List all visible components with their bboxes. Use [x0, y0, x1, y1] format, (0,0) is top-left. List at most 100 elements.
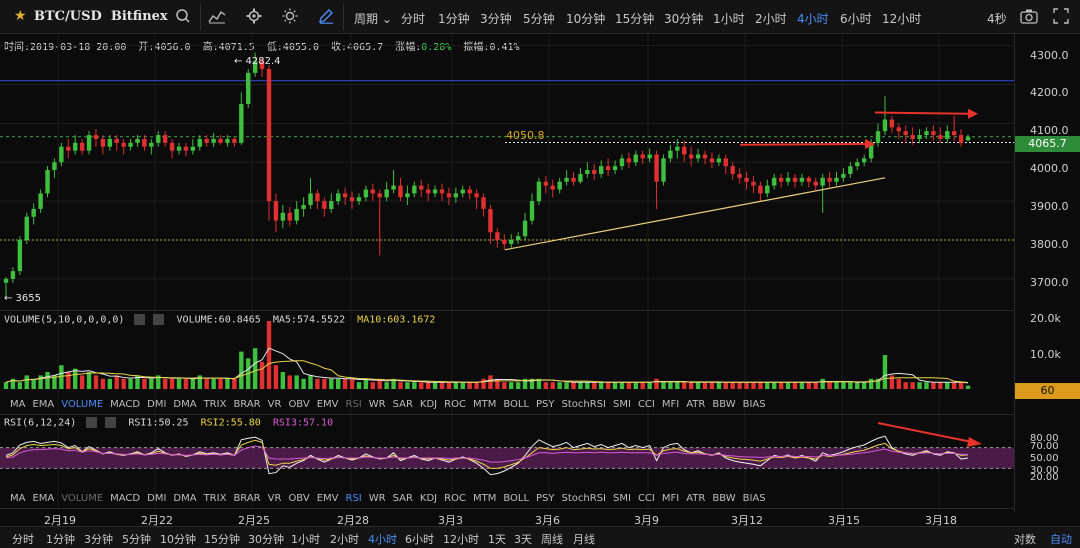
- indicator-tab-smi[interactable]: SMI: [613, 399, 631, 410]
- theme-sun-icon[interactable]: [281, 8, 299, 26]
- star-icon[interactable]: ★: [14, 8, 27, 24]
- bottom-period-1[interactable]: 1分钟: [46, 533, 75, 546]
- bottom-period-0[interactable]: 分时: [12, 533, 34, 546]
- period-3[interactable]: 5分钟: [523, 12, 555, 26]
- indicator-tab-roc[interactable]: ROC: [444, 399, 466, 410]
- indicator-tab-volume[interactable]: VOLUME: [61, 493, 104, 504]
- period-11[interactable]: 12小时: [882, 12, 922, 26]
- candle-body: [709, 158, 715, 163]
- indicator-tab-volume[interactable]: VOLUME: [61, 399, 104, 410]
- period-1[interactable]: 1分钟: [438, 12, 470, 26]
- fullscreen-icon[interactable]: [1052, 8, 1070, 26]
- indicator-tab-brar[interactable]: BRAR: [233, 493, 261, 504]
- indicator-tab-mtm[interactable]: MTM: [472, 399, 497, 410]
- indicator-tab-wr[interactable]: WR: [368, 493, 386, 504]
- draw-pen-icon[interactable]: [317, 8, 335, 26]
- indicator-tab-emv[interactable]: EMV: [316, 493, 339, 504]
- bottom-period-10[interactable]: 6小时: [405, 533, 434, 546]
- indicator-tab-wr[interactable]: WR: [368, 399, 386, 410]
- period-8[interactable]: 2小时: [755, 12, 787, 26]
- indicator-tab-atr[interactable]: ATR: [686, 399, 706, 410]
- bottom-period-14[interactable]: 周线: [541, 533, 563, 546]
- bottom-period-5[interactable]: 15分钟: [204, 533, 240, 546]
- indicator-tab-boll[interactable]: BOLL: [503, 399, 530, 410]
- indicator-tab-dma[interactable]: DMA: [173, 399, 197, 410]
- bottom-period-4[interactable]: 10分钟: [160, 533, 196, 546]
- indicator-tab-stochrsi[interactable]: StochRSI: [561, 399, 606, 410]
- period-10[interactable]: 6小时: [840, 12, 872, 26]
- indicator-tab-cci[interactable]: CCI: [637, 493, 655, 504]
- indicator-tab-bbw[interactable]: BBW: [712, 399, 736, 410]
- indicator-tab-ema[interactable]: EMA: [32, 399, 55, 410]
- candle-body: [509, 240, 514, 244]
- bottom-period-15[interactable]: 月线: [573, 533, 595, 546]
- bottom-period-11[interactable]: 12小时: [443, 533, 479, 546]
- indicator-tab-obv[interactable]: OBV: [288, 399, 310, 410]
- bottom-period-12[interactable]: 1天: [488, 533, 506, 546]
- indicator-tab-dma[interactable]: DMA: [173, 493, 197, 504]
- indicator-tab-mfi[interactable]: MFI: [661, 399, 680, 410]
- indicator-tab-trix[interactable]: TRIX: [203, 399, 227, 410]
- indicator-tab-ema[interactable]: EMA: [32, 493, 55, 504]
- settings-icon[interactable]: [86, 417, 98, 428]
- bottom-period-8[interactable]: 2小时: [330, 533, 359, 546]
- indicator-tab-ma[interactable]: MA: [10, 493, 26, 504]
- log-scale-toggle[interactable]: 对数: [1014, 533, 1036, 546]
- period-5[interactable]: 15分钟: [615, 12, 655, 26]
- indicator-tab-trix[interactable]: TRIX: [203, 493, 227, 504]
- period-2[interactable]: 3分钟: [480, 12, 512, 26]
- indicator-tab-bbw[interactable]: BBW: [712, 493, 736, 504]
- indicator-tab-dmi[interactable]: DMI: [147, 399, 167, 410]
- indicator-tab-roc[interactable]: ROC: [444, 493, 466, 504]
- indicator-tab-cci[interactable]: CCI: [637, 399, 655, 410]
- indicator-tab-smi[interactable]: SMI: [613, 493, 631, 504]
- period-7[interactable]: 1小时: [713, 12, 745, 26]
- settings-icon[interactable]: [134, 314, 146, 325]
- indicator-tab-ma[interactable]: MA: [10, 399, 26, 410]
- indicator-tab-psy[interactable]: PSY: [536, 493, 555, 504]
- camera-icon[interactable]: [1020, 8, 1038, 26]
- indicator-tab-emv[interactable]: EMV: [316, 399, 339, 410]
- close-icon[interactable]: [153, 314, 165, 325]
- indicator-tab-psy[interactable]: PSY: [536, 399, 555, 410]
- indicator-tab-atr[interactable]: ATR: [686, 493, 706, 504]
- settings-gear-icon[interactable]: [245, 8, 263, 26]
- symbol-label[interactable]: BTC/USD Bitfinex: [34, 9, 168, 24]
- period-4[interactable]: 10分钟: [566, 12, 606, 26]
- bottom-period-2[interactable]: 3分钟: [84, 533, 113, 546]
- indicator-tab-obv[interactable]: OBV: [288, 493, 310, 504]
- search-icon[interactable]: [174, 8, 192, 26]
- bottom-period-6[interactable]: 30分钟: [248, 533, 284, 546]
- period-9[interactable]: 4小时: [797, 12, 829, 26]
- indicator-tab-mtm[interactable]: MTM: [472, 493, 497, 504]
- indicator-tab-macd[interactable]: MACD: [110, 399, 141, 410]
- bottom-period-7[interactable]: 1小时: [291, 533, 320, 546]
- indicator-tab-vr[interactable]: VR: [267, 493, 282, 504]
- indicator-tab-mfi[interactable]: MFI: [661, 493, 680, 504]
- indicator-tab-sar[interactable]: SAR: [392, 493, 413, 504]
- close-icon[interactable]: [105, 417, 117, 428]
- volume-bar: [889, 375, 895, 389]
- indicator-tab-brar[interactable]: BRAR: [233, 399, 261, 410]
- indicator-chart-icon[interactable]: [208, 8, 226, 26]
- bottom-period-3[interactable]: 5分钟: [122, 533, 151, 546]
- period-dropdown[interactable]: 周期 ⌄: [354, 12, 392, 26]
- indicator-tab-vr[interactable]: VR: [267, 399, 282, 410]
- indicator-tab-rsi[interactable]: RSI: [345, 493, 362, 504]
- bottom-period-13[interactable]: 3天: [514, 533, 532, 546]
- indicator-tab-kdj[interactable]: KDJ: [419, 399, 438, 410]
- indicator-tab-rsi[interactable]: RSI: [345, 399, 362, 410]
- auto-scale-toggle[interactable]: 自动: [1050, 533, 1072, 546]
- bottom-period-9[interactable]: 4小时: [368, 533, 397, 546]
- indicator-tab-stochrsi[interactable]: StochRSI: [561, 493, 606, 504]
- indicator-tab-boll[interactable]: BOLL: [503, 493, 530, 504]
- indicator-tab-dmi[interactable]: DMI: [147, 493, 167, 504]
- period-6[interactable]: 30分钟: [664, 12, 704, 26]
- indicator-tab-sar[interactable]: SAR: [392, 399, 413, 410]
- indicator-tab-bias[interactable]: BIAS: [742, 493, 766, 504]
- indicator-tab-kdj[interactable]: KDJ: [419, 493, 438, 504]
- indicator-tab-bias[interactable]: BIAS: [742, 399, 766, 410]
- period-0[interactable]: 分时: [401, 12, 426, 26]
- indicator-tab-macd[interactable]: MACD: [110, 493, 141, 504]
- price-chart[interactable]: [0, 34, 1080, 512]
